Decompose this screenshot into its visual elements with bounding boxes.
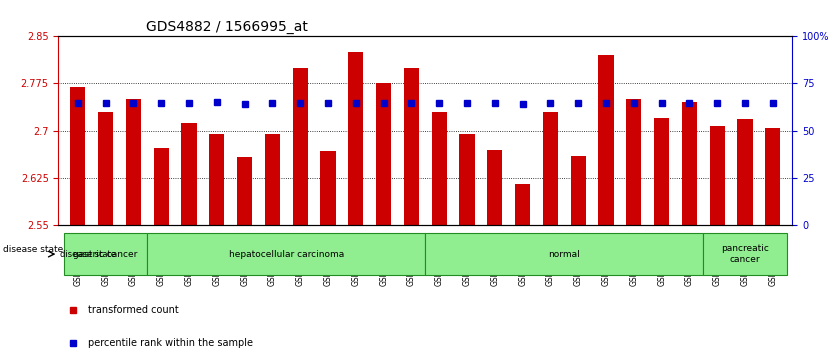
Text: pancreatic
cancer: pancreatic cancer <box>721 244 769 264</box>
Text: disease state: disease state <box>60 250 116 258</box>
Text: hepatocellular carcinoma: hepatocellular carcinoma <box>229 250 344 258</box>
Bar <box>431 112 447 225</box>
FancyBboxPatch shape <box>148 233 425 276</box>
Bar <box>487 150 502 225</box>
Bar <box>654 118 669 225</box>
Bar <box>181 123 197 225</box>
Text: percentile rank within the sample: percentile rank within the sample <box>88 338 253 348</box>
Text: transformed count: transformed count <box>88 305 178 315</box>
Text: gastric cancer: gastric cancer <box>73 250 138 258</box>
FancyBboxPatch shape <box>703 233 786 276</box>
Bar <box>765 127 781 225</box>
Bar <box>70 87 85 225</box>
Bar <box>293 68 308 225</box>
Bar <box>126 99 141 225</box>
Bar <box>543 112 558 225</box>
Bar <box>681 102 697 225</box>
Bar <box>710 126 725 225</box>
Bar <box>209 134 224 225</box>
Bar <box>153 148 168 225</box>
Text: GDS4882 / 1566995_at: GDS4882 / 1566995_at <box>147 20 309 34</box>
Bar <box>264 134 280 225</box>
Bar <box>348 52 364 225</box>
Bar <box>515 184 530 225</box>
Bar <box>737 119 752 225</box>
Bar <box>98 112 113 225</box>
Bar <box>570 156 585 225</box>
Text: disease state: disease state <box>3 245 63 254</box>
Text: normal: normal <box>549 250 580 258</box>
Bar <box>460 134 475 225</box>
Bar <box>404 68 419 225</box>
Bar <box>237 157 252 225</box>
Bar <box>376 83 391 225</box>
Bar <box>626 99 641 225</box>
FancyBboxPatch shape <box>64 233 148 276</box>
FancyBboxPatch shape <box>425 233 703 276</box>
Bar <box>598 55 614 225</box>
Bar <box>320 151 335 225</box>
